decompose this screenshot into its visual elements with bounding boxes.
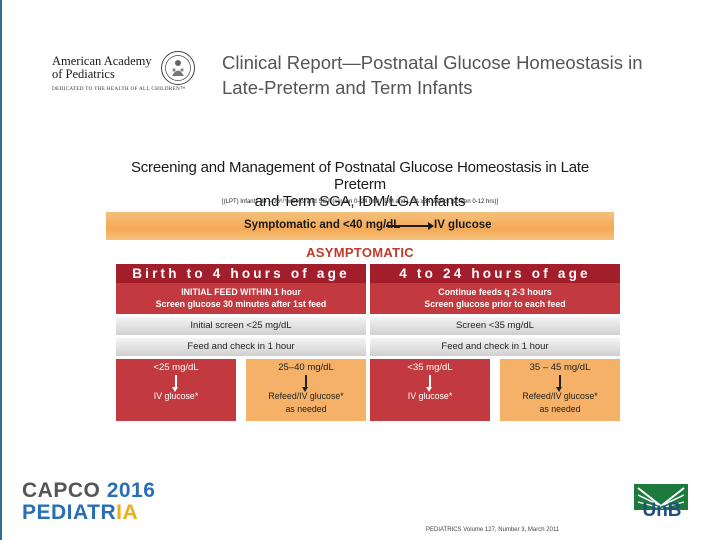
arrow-down-icon [302, 375, 308, 392]
mid-glucose-range: 25–40 mg/dL [278, 362, 334, 373]
report-title: Clinical Report—Postnatal Glucose Homeos… [222, 50, 692, 100]
low-glucose-action: IV glucose* [407, 391, 453, 401]
symptomatic-action: IV glucose [434, 219, 492, 231]
arrow-down-icon [556, 375, 562, 392]
capco-pediatr: PEDIATR [22, 501, 117, 524]
capco-name: CAPCO [22, 479, 101, 502]
arrow-down-icon [426, 375, 432, 392]
low-glucose-range: <25 mg/dL [153, 362, 199, 373]
aap-tagline: DEDICATED TO THE HEALTH OF ALL CHILDREN™ [52, 86, 186, 92]
aap-name-line1: American Academy [52, 54, 152, 68]
glucose-flowchart: Screening and Management of Postnatal Gl… [104, 156, 620, 428]
figure-title-line1: Screening and Management of Postnatal Gl… [130, 159, 590, 193]
symptomatic-bar: Symptomatic and <40 mg/dL IV glucose [106, 212, 614, 240]
mid-glucose-action-line2: as needed [539, 404, 581, 414]
aap-logo: American Academy of Pediatrics DEDICATED… [52, 54, 202, 93]
column-birth-to-4h: Birth to 4 hours of age INITIAL FEED WIT… [116, 264, 366, 421]
capco-line1: CAPCO 2016 [22, 480, 155, 502]
instruction-line2: Screen glucose 30 minutes after 1st feed [155, 299, 327, 309]
column-header: 4 to 24 hours of age [370, 264, 620, 283]
column-instructions: Continue feeds q 2-3 hours Screen glucos… [370, 283, 620, 314]
symptomatic-condition: Symptomatic and <40 mg/dL [244, 219, 401, 231]
mid-glucose-box: 25–40 mg/dL Refeed/IV glucose* as needed [246, 359, 366, 421]
feed-and-check: Feed and check in 1 hour [370, 338, 620, 356]
outcome-boxes: <35 mg/dL IV glucose* 35 – 45 mg/dL Refe… [370, 359, 620, 421]
screen-threshold: Screen <35 mg/dL [370, 317, 620, 335]
low-glucose-box: <35 mg/dL IV glucose* [370, 359, 490, 421]
figure-title: Screening and Management of Postnatal Gl… [104, 159, 616, 210]
capco-year: 2016 [106, 479, 156, 502]
mid-glucose-action-line1: Refeed/IV glucose* [268, 391, 344, 401]
figure-subtitle: [(LPT) Infants 34 – 36⁶/⁷ weeks and SGA … [221, 199, 499, 205]
asymptomatic-label: ASYMPTOMATIC [306, 245, 414, 260]
screen-threshold: Initial screen <25 mg/dL [116, 317, 366, 335]
low-glucose-range: <35 mg/dL [407, 362, 453, 373]
mid-glucose-action: Refeed/IV glucose* as needed [246, 390, 366, 416]
figure-title-line2: and Term SGA, IDM/LGA Infants [254, 193, 466, 210]
mid-glucose-box: 35 – 45 mg/dL Refeed/IV glucose* as need… [500, 359, 620, 421]
mid-glucose-action: Refeed/IV glucose* as needed [500, 390, 620, 416]
mid-glucose-action-line2: as needed [285, 404, 327, 414]
left-border-rule [0, 0, 2, 540]
aap-seal-icon [161, 51, 195, 85]
capco-line2: PEDIATRIA [22, 502, 155, 524]
column-header: Birth to 4 hours of age [116, 264, 366, 283]
low-glucose-action: IV glucose* [153, 391, 199, 401]
journal-citation: PEDIATRICS Volume 127, Number 3, March 2… [426, 527, 560, 533]
instruction-line2: Screen glucose prior to each feed [424, 299, 566, 309]
unb-wordmark: UnB [642, 500, 682, 521]
column-4-to-24h: 4 to 24 hours of age Continue feeds q 2-… [370, 264, 620, 421]
outcome-boxes: <25 mg/dL IV glucose* 25–40 mg/dL Refeed… [116, 359, 366, 421]
feed-and-check: Feed and check in 1 hour [116, 338, 366, 356]
aap-name-line2: of Pediatrics [52, 67, 115, 81]
report-title-line1: Clinical Report—Postnatal Glucose Homeos… [222, 52, 643, 73]
low-glucose-box: <25 mg/dL IV glucose* [116, 359, 236, 421]
unb-logo-icon [634, 484, 688, 510]
arrow-down-icon [172, 375, 178, 392]
capco-ia: IA [116, 501, 139, 524]
arrow-right-icon [386, 222, 434, 230]
instruction-line1: Continue feeds q 2-3 hours [438, 287, 552, 297]
report-title-line2: Late-Preterm and Term Infants [222, 77, 473, 98]
mid-glucose-action-line1: Refeed/IV glucose* [522, 391, 598, 401]
capco-logo: CAPCO 2016 PEDIATRIA [22, 480, 155, 524]
mid-glucose-range: 35 – 45 mg/dL [529, 362, 591, 373]
column-instructions: INITIAL FEED WITHIN 1 hour Screen glucos… [116, 283, 366, 314]
instruction-line1: INITIAL FEED WITHIN 1 hour [181, 287, 301, 297]
